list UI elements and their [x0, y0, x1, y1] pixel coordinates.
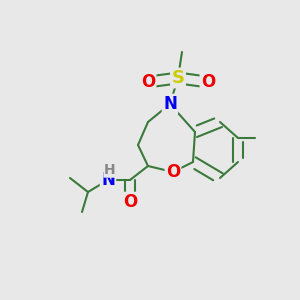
Text: N: N — [163, 95, 177, 113]
Text: S: S — [172, 69, 184, 87]
Text: O: O — [166, 163, 180, 181]
Text: H: H — [104, 163, 116, 177]
Text: N: N — [101, 171, 115, 189]
Text: O: O — [201, 73, 215, 91]
Text: O: O — [141, 73, 155, 91]
Text: O: O — [123, 193, 137, 211]
